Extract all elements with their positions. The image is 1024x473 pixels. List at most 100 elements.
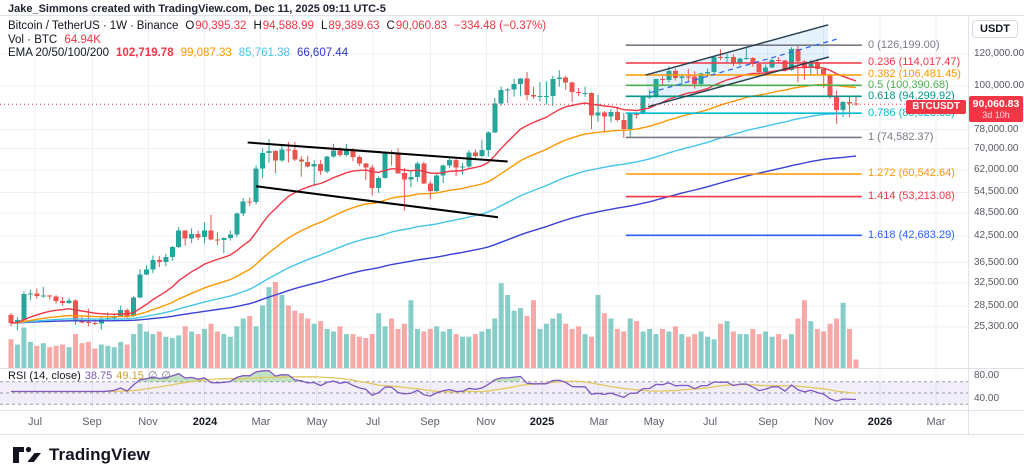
rsi-value: 38.75 bbox=[84, 370, 113, 382]
ohlc-value-L: 89,389.63 bbox=[328, 20, 380, 32]
fib-lines[interactable] bbox=[625, 44, 862, 237]
price-tick-62000: 62,000.00 bbox=[974, 164, 1019, 175]
time-label-2025: 2025 bbox=[529, 416, 555, 428]
rsi-tick-40: 40.00 bbox=[974, 393, 1000, 404]
ema-value-3: 85,761.38 bbox=[238, 47, 290, 59]
rising-channel-lower[interactable] bbox=[648, 56, 830, 108]
time-label-Sep: Sep bbox=[758, 416, 778, 428]
ohlc-key-C: C bbox=[386, 20, 395, 32]
time-label-Nov: Nov bbox=[138, 416, 158, 428]
price-tick-54500: 54,500.00 bbox=[974, 186, 1019, 197]
trendline-1[interactable] bbox=[247, 141, 508, 163]
symbol-name: Bitcoin / TetherUS bbox=[8, 20, 100, 32]
price-tick-36500: 36,500.00 bbox=[974, 257, 1019, 268]
time-label-May: May bbox=[306, 416, 328, 428]
time-label-Nov: Nov bbox=[476, 416, 496, 428]
pane-divider[interactable] bbox=[0, 368, 1024, 369]
ema-value-1: 102,719.78 bbox=[116, 47, 174, 59]
tradingview-wordmark[interactable]: TradingView bbox=[49, 445, 150, 464]
price-tick-42500: 42,500.00 bbox=[974, 230, 1019, 241]
rising-channel-median[interactable] bbox=[650, 38, 839, 94]
change-value: −334.48 (−0.37%) bbox=[454, 20, 547, 32]
fib-label-1.618: 1.618 (42,683.29) bbox=[868, 229, 955, 241]
time-label-Jul: Jul bbox=[365, 416, 381, 428]
price-tick-78000: 78,000.00 bbox=[974, 124, 1019, 135]
trendline-2[interactable] bbox=[255, 185, 499, 219]
rsi-ma-line bbox=[11, 376, 857, 394]
rising-channel-upper[interactable] bbox=[645, 24, 829, 76]
rising-channel-fill[interactable] bbox=[645, 24, 829, 107]
time-label-Mar: Mar bbox=[926, 416, 946, 428]
volume-label: Vol · BTC bbox=[8, 33, 58, 46]
fib-label-1: 1 (74,582.37) bbox=[868, 131, 934, 143]
time-label-Mar: Mar bbox=[251, 416, 271, 428]
ema-value-4: 66,607.44 bbox=[296, 47, 349, 59]
price-tick-120000: 120,000.00 bbox=[974, 48, 1024, 59]
current-price-value: 90,060.83 bbox=[972, 98, 1020, 110]
rsi-pane bbox=[0, 369, 968, 405]
ema-label: EMA 20/50/100/200 bbox=[8, 47, 110, 59]
rsi-ma-value: 49.15 bbox=[116, 370, 144, 382]
rsi-legend: RSI (14, close) 38.75 49.15 ∅ ∅ bbox=[8, 369, 175, 382]
price-tick-48500: 48,500.00 bbox=[974, 207, 1019, 218]
ema-value-2: 99,087.33 bbox=[180, 47, 232, 59]
volume-bars bbox=[8, 282, 859, 368]
time-axis-border bbox=[0, 410, 1024, 411]
ema-values: 102,719.78 99,087.33 85,761.38 66,607.44 bbox=[109, 47, 348, 59]
ohlc-key-H: H bbox=[253, 20, 262, 32]
tradingview-logo-icon[interactable] bbox=[12, 444, 42, 466]
rsi-tick-80: 80.00 bbox=[974, 370, 1000, 381]
price-tick-70000: 70,000.00 bbox=[974, 143, 1019, 154]
time-label-Sep: Sep bbox=[82, 416, 102, 428]
symbol-info-row: Bitcoin / TetherUS · 1W · Binance O90,395.32 H… bbox=[8, 20, 547, 32]
bar-countdown: 3d 10h bbox=[982, 110, 1010, 120]
attribution-text: Jake_Simmons created with TradingView.co… bbox=[8, 3, 386, 15]
fib-label-1.272: 1.272 (60,542.64) bbox=[868, 167, 955, 179]
fib-label-0: 0 (126,199.00) bbox=[868, 39, 940, 51]
rsi-line bbox=[11, 369, 857, 402]
fib-label-0.236: 0.236 (114,017.47) bbox=[868, 56, 961, 68]
time-label-2026: 2026 bbox=[867, 416, 893, 428]
rsi-empty-1: ∅ bbox=[147, 370, 158, 382]
ema-100-line bbox=[10, 112, 857, 324]
chart-top-border bbox=[0, 15, 1024, 16]
ohlc-value-H: 94,588.99 bbox=[262, 20, 314, 32]
price-tick-25300: 25,300.00 bbox=[974, 321, 1019, 332]
time-label-May: May bbox=[643, 416, 665, 428]
symbol-price-label: BTCUSDT bbox=[906, 100, 966, 114]
currency-toggle[interactable]: USDT bbox=[972, 20, 1018, 38]
ema-50-line bbox=[10, 83, 857, 324]
price-tick-28500: 28,500.00 bbox=[974, 300, 1019, 311]
time-label-Sep: Sep bbox=[420, 416, 440, 428]
fib-label-1.414: 1.414 (53,213.08) bbox=[868, 190, 955, 202]
chart-bottom-border bbox=[0, 434, 1024, 435]
time-label-Nov: Nov bbox=[814, 416, 834, 428]
time-label-Mar: Mar bbox=[589, 416, 609, 428]
current-price-badge: 90,060.83 3d 10h bbox=[969, 96, 1023, 122]
volume-value: 64.94K bbox=[64, 33, 101, 46]
time-label-Jul: Jul bbox=[702, 416, 718, 428]
fib-label-0.5: 0.5 (100,390.68) bbox=[868, 79, 949, 91]
volume-row: Vol · BTC 64.94K bbox=[8, 34, 546, 48]
rsi-empty-2: ∅ bbox=[161, 370, 171, 382]
time-label-2024: 2024 bbox=[192, 416, 218, 428]
rsi-label: RSI (14, close) bbox=[8, 370, 81, 382]
price-scale-border bbox=[968, 15, 969, 434]
price-tick-100000: 100,000.00 bbox=[974, 80, 1024, 91]
footer: TradingView bbox=[12, 444, 150, 466]
symbol-legend: Bitcoin / TetherUS · 1W · Binance O90,395.32 H… bbox=[8, 20, 546, 61]
ohlc-values: O90,395.32 H94,588.99 L89,389.63 C90,060.83 bbox=[178, 20, 447, 32]
ema-row: EMA 20/50/100/200 102,719.78 99,087.33 85,7… bbox=[8, 47, 546, 61]
ema-200-line bbox=[10, 155, 857, 324]
interval-label: 1W bbox=[109, 20, 127, 32]
price-tick-32500: 32,500.00 bbox=[974, 277, 1019, 288]
ohlc-key-O: O bbox=[185, 20, 195, 32]
fib-label-0.618: 0.618 (94,299.92) bbox=[868, 90, 955, 102]
candles bbox=[8, 45, 859, 331]
exchange-label: Binance bbox=[136, 20, 179, 32]
fib-label-0.382: 0.382 (106,481.45) bbox=[868, 68, 961, 80]
ohlc-key-L: L bbox=[320, 20, 328, 32]
ohlc-value-C: 90,060.83 bbox=[395, 20, 448, 32]
